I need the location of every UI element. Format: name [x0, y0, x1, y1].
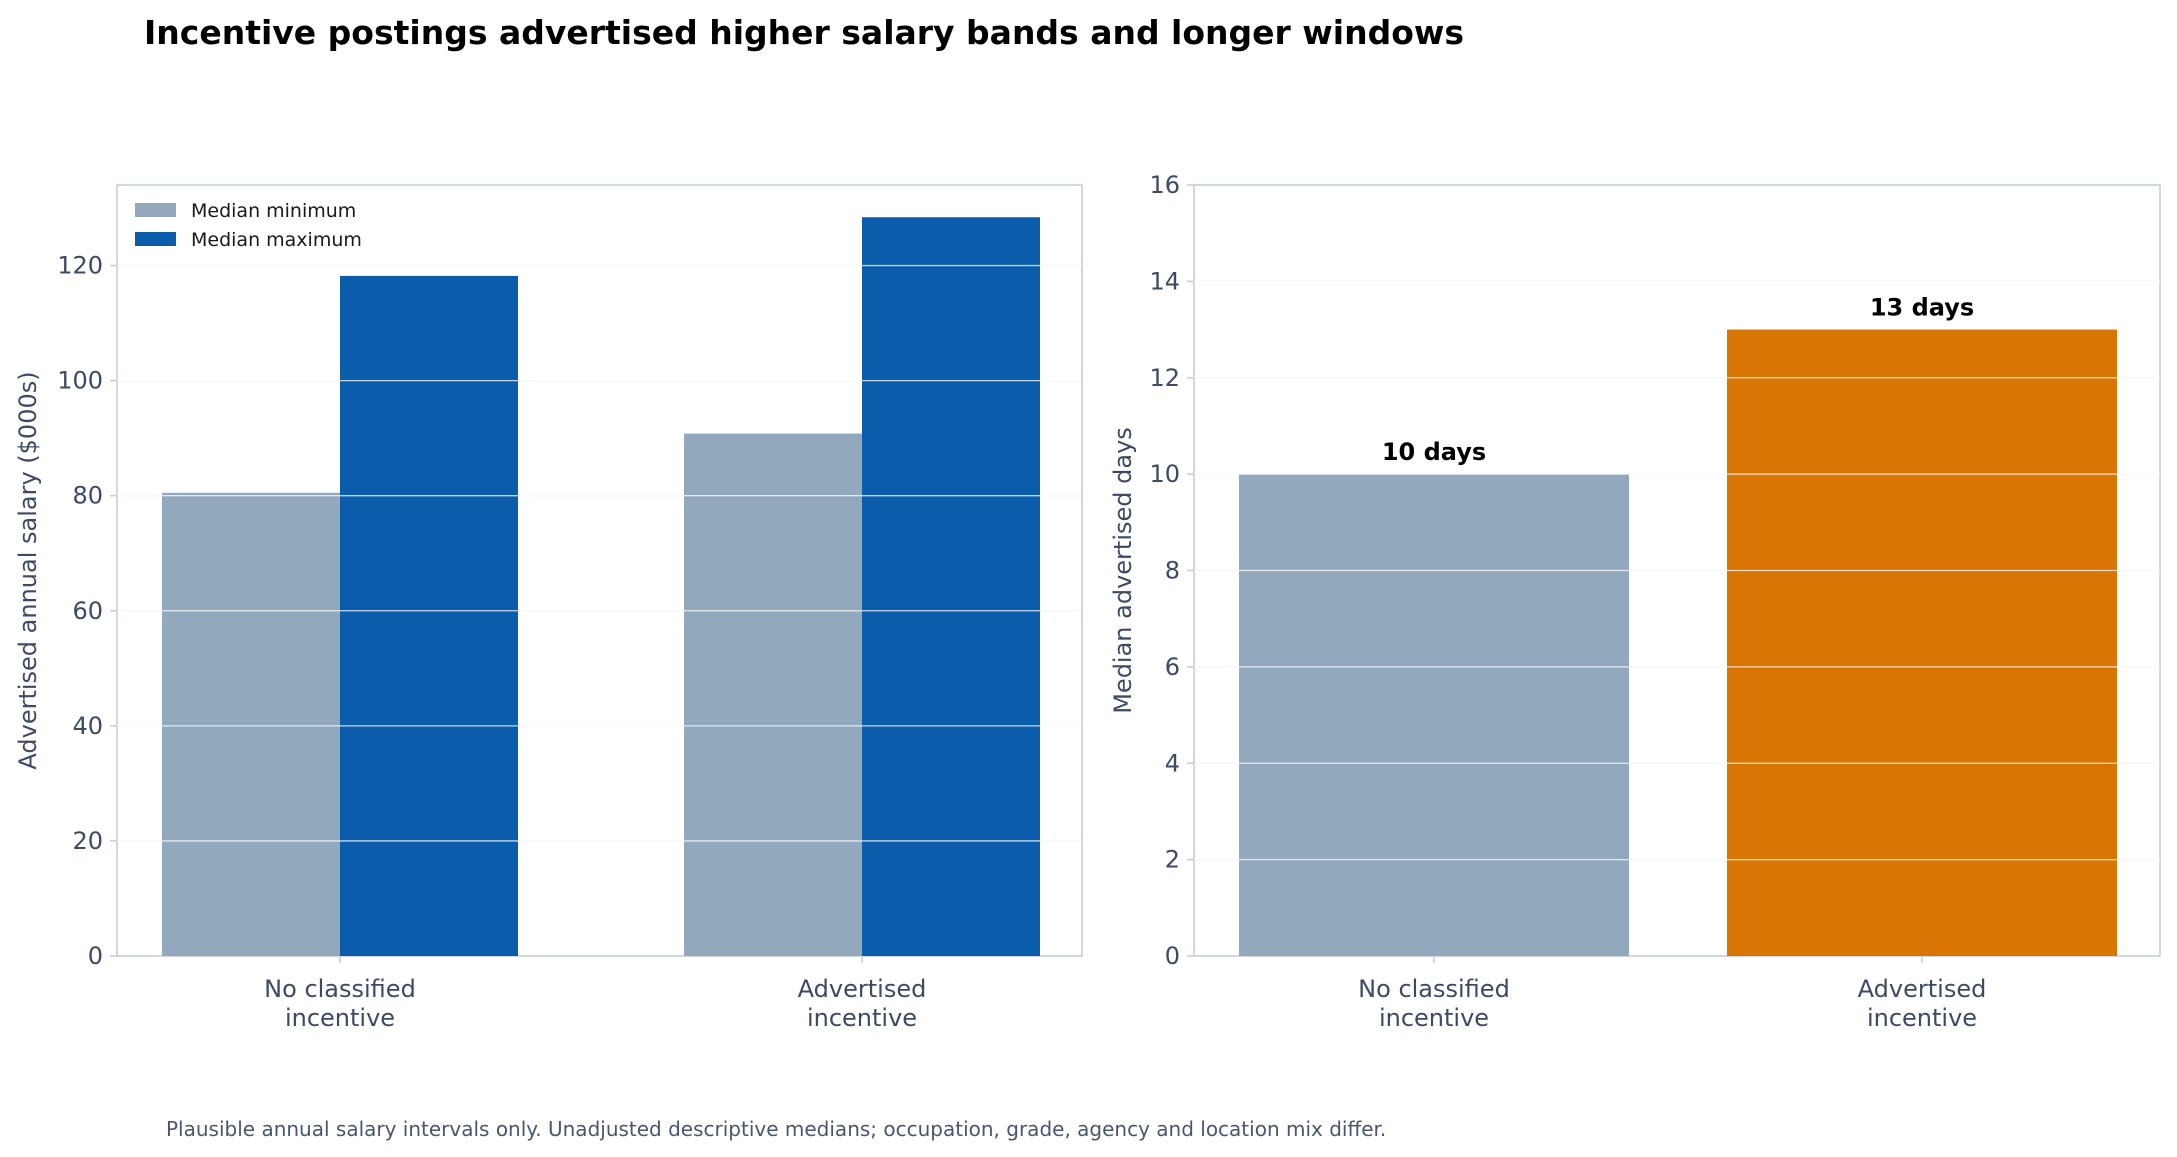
days-ytick-label: 10 [1149, 460, 1180, 488]
salary-ytick-label: 80 [72, 482, 103, 510]
legend-label: Median minimum [191, 200, 356, 222]
median-minimum-bar [684, 433, 862, 957]
days-ytick-label: 0 [1165, 942, 1180, 970]
salary-ytick-label: 100 [57, 367, 103, 395]
days-ytick-label: 14 [1149, 267, 1180, 295]
salary-panel: 0 20 40 60 80 100 120 Advertised annual salary … [14, 184, 1083, 1032]
incentive-days-bar [1727, 329, 2117, 956]
days-xtick-label: No classified incentive [1358, 975, 1510, 1032]
salary-ytick-label: 120 [57, 252, 103, 280]
days-ylabel: Median advertised days [1109, 427, 1137, 714]
days-ytick-label: 12 [1149, 364, 1180, 392]
salary-xtick-label: Advertised incentive [798, 975, 927, 1032]
days-ytick-label: 2 [1165, 846, 1180, 874]
figure-title: Incentive postings advertised higher sal… [144, 13, 1464, 52]
days-data-label: 10 days [1382, 438, 1486, 466]
salary-ytick-label: 0 [88, 942, 103, 970]
no-incentive-days-bar [1239, 474, 1629, 956]
days-ytick-label: 4 [1165, 749, 1180, 777]
days-ytick-label: 16 [1149, 171, 1180, 199]
median-minimum-bar [162, 492, 340, 956]
median-maximum-bar [862, 217, 1040, 957]
days-ytick-label: 8 [1165, 557, 1180, 585]
legend-label: Median maximum [191, 229, 362, 251]
salary-ytick-label: 20 [72, 827, 103, 855]
salary-legend: Median minimum Median maximum [135, 200, 362, 251]
salary-ylabel: Advertised annual salary ($000s) [14, 371, 42, 769]
days-data-label: 13 days [1870, 294, 1974, 322]
salary-axes-frame [116, 184, 1083, 957]
days-xtick-label: Advertised incentive [1858, 975, 1987, 1032]
days-ytick-label: 6 [1165, 653, 1180, 681]
salary-xtick-label: No classified incentive [264, 975, 416, 1032]
legend-swatch-median-maximum [135, 232, 176, 246]
days-panel: 0 2 4 6 8 10 12 14 16 Median advertised days 10 da… [1109, 171, 2161, 1032]
salary-ytick-label: 40 [72, 712, 103, 740]
salary-ytick-label: 60 [72, 597, 103, 625]
legend-swatch-median-minimum [135, 203, 176, 217]
footnote: Plausible annual salary intervals only. … [166, 1117, 1386, 1141]
median-maximum-bar [340, 275, 518, 957]
